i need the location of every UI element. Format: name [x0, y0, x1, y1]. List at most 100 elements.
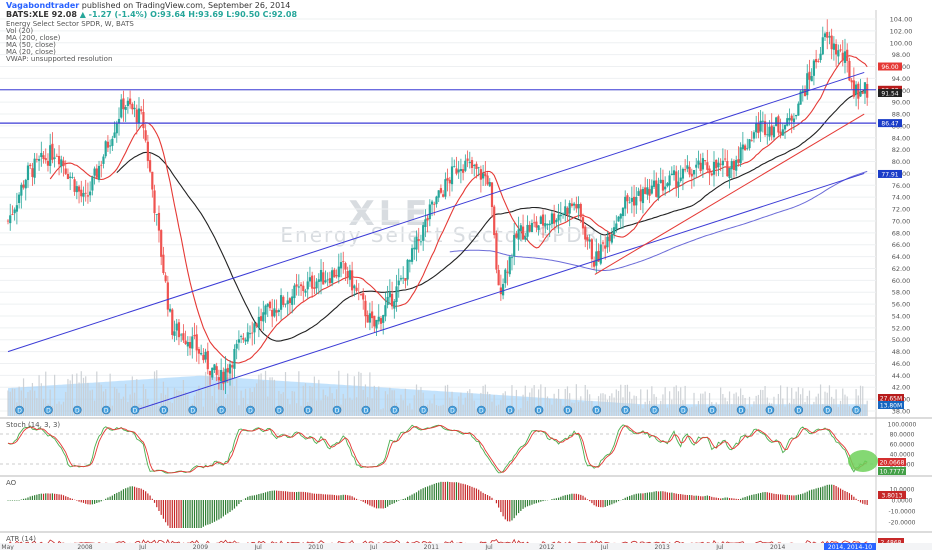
- candle-body: [259, 316, 263, 321]
- candle-body: [151, 171, 154, 190]
- volume-bar: [600, 393, 602, 416]
- ao-bar: [473, 487, 475, 500]
- ao-bar: [686, 495, 688, 500]
- candle-body: [670, 173, 673, 176]
- dividend-marker: [274, 405, 284, 415]
- ao-bar: [551, 499, 553, 500]
- indicator-label: MA (200, close): [6, 34, 61, 42]
- volume-bar: [256, 383, 258, 416]
- candle-body: [712, 161, 716, 175]
- volume-bar: [675, 385, 677, 416]
- candle-body: [521, 226, 525, 240]
- ao-bar: [542, 500, 544, 502]
- candle-body: [64, 168, 67, 174]
- volume-bar: [67, 378, 69, 416]
- volume-bar: [446, 384, 449, 416]
- volume-bar: [513, 408, 515, 416]
- ao-bar: [249, 495, 251, 500]
- ao-bar: [262, 492, 264, 500]
- candle-body: [630, 197, 633, 202]
- candle-body: [313, 287, 316, 289]
- volume-bar: [469, 389, 471, 416]
- ao-bar: [595, 500, 597, 507]
- candle-body: [60, 159, 63, 167]
- candle-body: [661, 179, 665, 191]
- candle-body: [462, 169, 465, 173]
- volume-bar: [760, 389, 762, 416]
- publisher-link[interactable]: Vagabondtrader: [6, 1, 80, 10]
- stoch-k-line: [7, 424, 868, 474]
- candle-body: [71, 177, 74, 178]
- candle-body: [366, 315, 369, 323]
- ao-bar: [38, 493, 40, 500]
- volume-bar: [331, 393, 333, 416]
- ao-bar: [653, 491, 655, 500]
- candle-body: [801, 90, 804, 93]
- volume-bar: [120, 399, 122, 416]
- volume-bar: [198, 385, 200, 416]
- candle-body: [299, 284, 303, 287]
- ao-bar: [389, 500, 391, 505]
- volume-bar: [555, 398, 557, 416]
- candle-body: [508, 256, 511, 275]
- volume-bar: [165, 394, 167, 416]
- volume-bar: [799, 394, 802, 416]
- ao-bar: [258, 494, 260, 500]
- ao-bar: [364, 500, 367, 504]
- ao-bar: [342, 494, 344, 500]
- candlestick-series[interactable]: [6, 19, 869, 395]
- ao-bar: [429, 485, 431, 500]
- ao-bar: [566, 494, 569, 500]
- stoch-tick-label: 80.0000: [890, 432, 915, 439]
- candle-body: [155, 214, 158, 215]
- stoch-label: Stoch (14, 3, 3): [6, 421, 61, 429]
- candle-body: [268, 301, 272, 309]
- ao-bar: [806, 491, 808, 500]
- dividend-marker: [852, 405, 861, 415]
- candle-body: [344, 263, 347, 270]
- candle-body: [62, 160, 65, 167]
- dividend-marker-label: D: [306, 408, 311, 415]
- candle-body: [650, 185, 653, 194]
- candle-body: [286, 300, 289, 305]
- volume-bar: [498, 404, 500, 416]
- volume-bar: [364, 384, 367, 416]
- volume-bar: [209, 374, 211, 416]
- volume-bar: [793, 399, 795, 416]
- ao-bar: [136, 487, 138, 500]
- last-price: 92.08: [51, 10, 77, 19]
- ao-bar: [247, 496, 249, 500]
- volume-bar: [260, 373, 262, 416]
- candle-body: [639, 189, 642, 202]
- ao-bar: [45, 493, 47, 500]
- dividend-marker: [563, 405, 573, 415]
- dividend-marker: [361, 405, 371, 415]
- ao-bar: [500, 500, 502, 513]
- ao-bar: [569, 494, 571, 500]
- ao-bar: [180, 500, 182, 528]
- time-tick-label: Jul: [715, 544, 724, 550]
- candle-body: [195, 334, 198, 351]
- ao-tag-label: 3.8013: [882, 493, 903, 500]
- ao-bar: [371, 500, 373, 507]
- volume-bar: [762, 390, 764, 416]
- ao-bar: [786, 494, 788, 500]
- ao-tick-label: -10.0000: [889, 509, 916, 516]
- dividend-marker-label: D: [190, 408, 195, 415]
- price-tick-label: 94.00: [892, 75, 911, 83]
- candle-body: [117, 118, 121, 124]
- volume-bar: [493, 394, 495, 416]
- trend-channel: [0, 71, 876, 412]
- volume-bar: [717, 404, 720, 416]
- volume-bar: [744, 397, 746, 416]
- candle-body: [319, 269, 323, 282]
- dividend-marker: [246, 405, 255, 415]
- dividend-marker-label: D: [17, 408, 22, 415]
- candle-body: [626, 195, 629, 202]
- ao-bar: [402, 499, 404, 500]
- candle-body: [317, 279, 320, 282]
- volume-bar: [100, 384, 102, 416]
- ao-bar: [167, 500, 169, 526]
- ao-bar: [300, 491, 302, 500]
